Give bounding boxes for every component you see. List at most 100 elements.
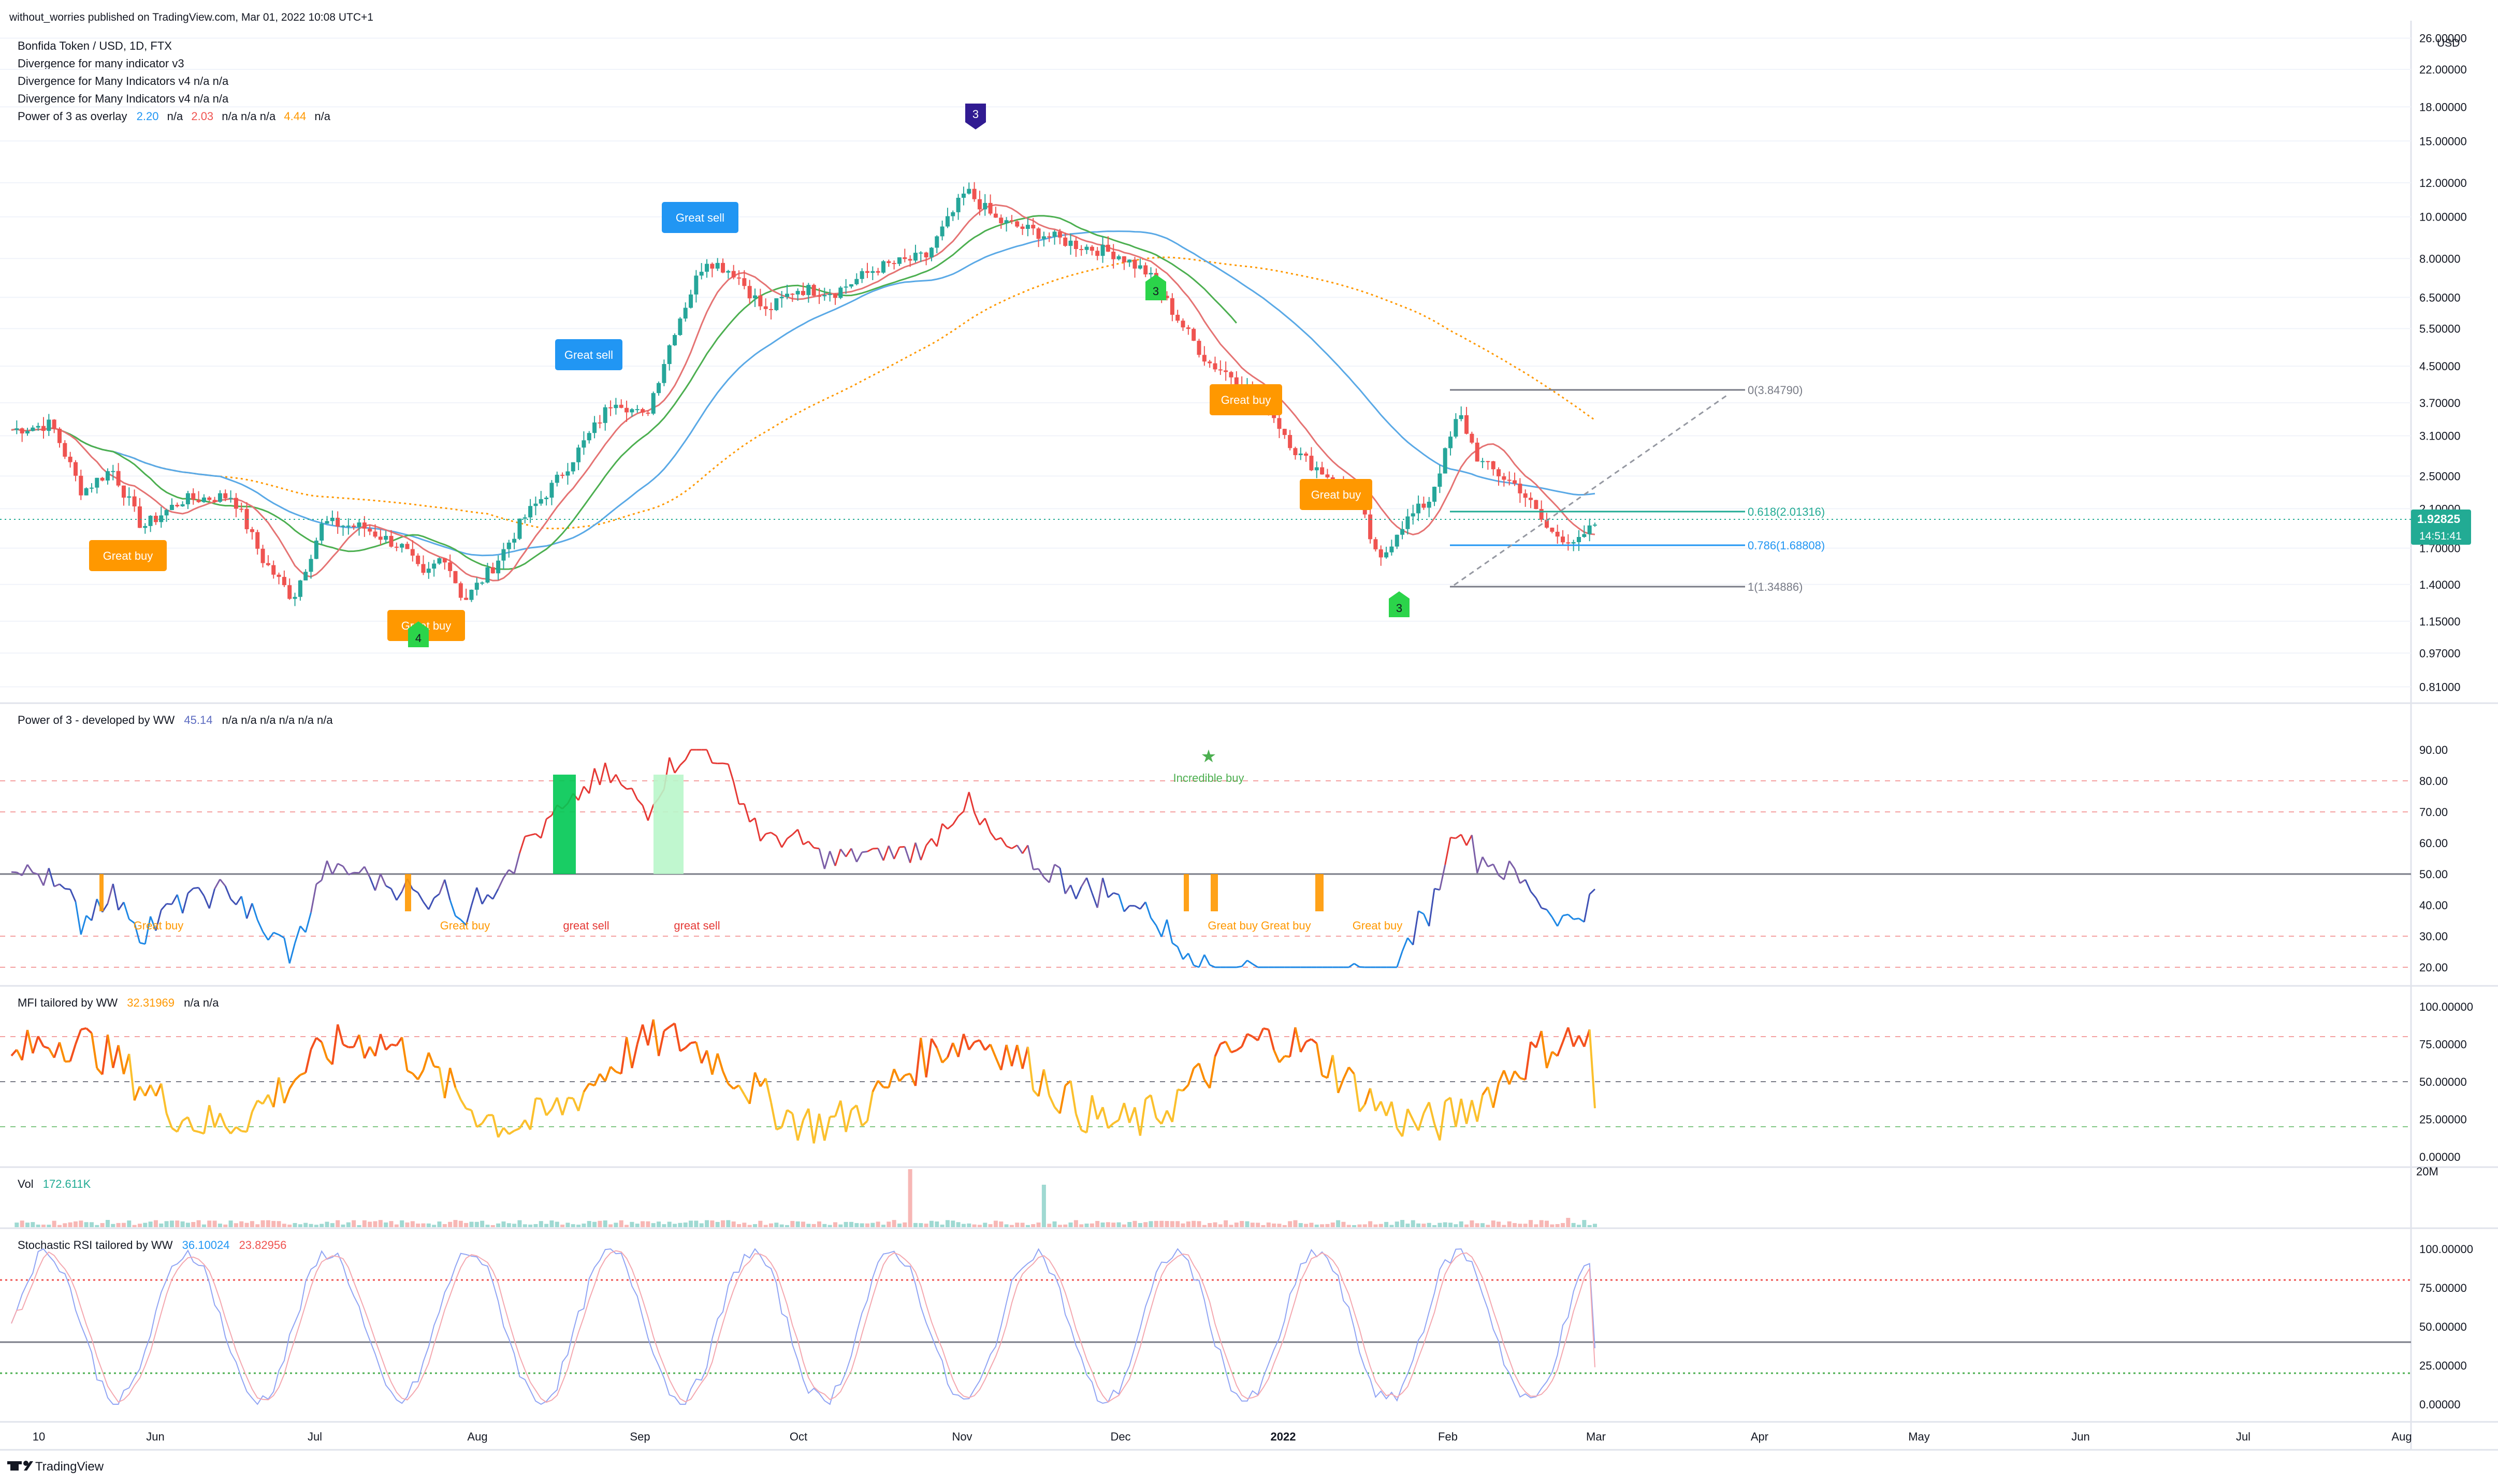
- last-price-badge[interactable]: 1.92825 14:51:41: [2411, 510, 2471, 545]
- power-line-segment: [203, 895, 210, 909]
- mfi-pane[interactable]: 100.00000 75.00000 50.00000 25.00000 0.00000: [0, 1000, 2473, 1163]
- power-of-3-pane[interactable]: 90.00 80.00 70.00 60.00 50.00 40.00 30.00 20.00…: [0, 744, 2448, 974]
- stoch-pane-legend[interactable]: Stochastic RSI tailored by WW 36.10024 2…: [18, 1239, 286, 1252]
- mfi-line-segment: [947, 1042, 954, 1058]
- mfi-line-segment: [251, 1100, 259, 1113]
- power-line-segment: [781, 838, 788, 848]
- time-axis[interactable]: 10 Jun Jul Aug Sep Oct Nov Dec 2022 Feb Mar Apr May J…: [33, 1430, 2412, 1443]
- mfi-line-segment: [1374, 1101, 1382, 1112]
- mfi-line-segment: [1406, 1108, 1414, 1121]
- mfi-line-segment: [1300, 1041, 1307, 1053]
- power-line-segment: [251, 903, 258, 921]
- volume-bar: [314, 1225, 318, 1227]
- volume-bar: [1143, 1222, 1148, 1227]
- price-axis[interactable]: 26.00000 22.00000 18.00000 15.00000 12.00000…: [2419, 32, 2467, 694]
- volume-bar: [116, 1223, 121, 1227]
- mfi-line-segment: [1535, 1030, 1543, 1048]
- candle: [1213, 363, 1217, 370]
- mfi-line-segment: [984, 1043, 992, 1051]
- indicator-power-of-3-overlay[interactable]: Power of 3 as overlay 2.20 n/a 2.03 n/a …: [18, 110, 331, 123]
- volume-bar: [833, 1222, 837, 1227]
- mfi-line-segment: [920, 1038, 927, 1078]
- candle: [239, 508, 244, 510]
- mfi-line-segment: [1193, 1063, 1200, 1069]
- volume-bar: [148, 1221, 153, 1227]
- volume-bar: [838, 1224, 843, 1227]
- power-line-segment: [840, 848, 847, 857]
- candle: [394, 546, 399, 548]
- stoch-rsi-pane[interactable]: 100.00000 75.00000 50.00000 25.00000 0.00000: [0, 1243, 2473, 1411]
- price-tick: 22.00000: [2419, 63, 2467, 76]
- mfi-line-segment: [642, 1024, 649, 1046]
- mfi-line-segment: [213, 1113, 221, 1128]
- mfi-line-segment: [1037, 1069, 1045, 1097]
- candle: [341, 526, 345, 527]
- mfi-line-segment: [1305, 1038, 1312, 1043]
- power-line-segment: [1444, 837, 1451, 865]
- candle: [763, 306, 768, 309]
- symbol-title[interactable]: Bonfida Token / USD, 1D, FTX: [18, 39, 172, 52]
- candle: [1550, 528, 1555, 532]
- power-line-segment: [1198, 954, 1206, 968]
- volume-bar: [806, 1224, 811, 1227]
- mfi-line-segment: [1455, 1098, 1462, 1127]
- tradingview-logo[interactable]: TradingView: [7, 1460, 104, 1474]
- candle: [52, 419, 56, 429]
- vol-pane-legend[interactable]: Vol 172.611K: [18, 1177, 91, 1190]
- time-tick: May: [1908, 1430, 1930, 1443]
- volume-bar: [630, 1221, 634, 1227]
- volume-bar: [1245, 1221, 1250, 1227]
- volume-bar: [1127, 1222, 1132, 1227]
- candle: [635, 409, 640, 411]
- mfi-line-segment: [69, 1043, 77, 1062]
- candle: [196, 500, 201, 502]
- power-pane-legend[interactable]: Power of 3 - developed by WW 45.14 n/a n…: [18, 714, 333, 726]
- indicator-divergence-v3[interactable]: Divergence for many indicator v3: [18, 57, 184, 70]
- mfi-line-segment: [144, 1084, 152, 1097]
- volume-bar: [1325, 1224, 1330, 1227]
- mfi-line-segment: [1048, 1095, 1056, 1108]
- power-line-segment: [449, 899, 456, 916]
- candle: [1470, 433, 1474, 443]
- volume-bar: [68, 1222, 72, 1227]
- candle: [1454, 419, 1458, 437]
- mfi-pane-legend[interactable]: MFI tailored by WW 32.31969 n/a n/a: [18, 996, 219, 1009]
- power-line-segment: [1048, 864, 1055, 883]
- candle: [1149, 273, 1153, 274]
- candle: [512, 539, 517, 543]
- power-line-segment: [1439, 864, 1446, 890]
- candle: [1025, 225, 1030, 229]
- candle: [705, 264, 709, 272]
- power-line-segment: [326, 860, 333, 875]
- power-label-great-buy-dup: Great buy Great buy: [1208, 919, 1311, 932]
- indicator-divergence-v4-b[interactable]: Divergence for Many Indicators v4 n/a n/…: [18, 92, 229, 105]
- volume-bar: [624, 1225, 629, 1227]
- volume-bar: [501, 1221, 506, 1227]
- power-line-segment: [107, 883, 114, 904]
- candle: [137, 506, 142, 528]
- candle: [1384, 552, 1389, 558]
- price-pane[interactable]: [0, 37, 2411, 688]
- volume-pane[interactable]: [14, 1169, 1597, 1227]
- candle: [1368, 514, 1373, 540]
- overlay-value-blue: 2.20: [137, 110, 159, 123]
- mfi-line-segment: [850, 1104, 858, 1111]
- power-line-segment: [267, 932, 274, 941]
- mfi-line-segment: [1257, 1028, 1265, 1041]
- power-line-segment: [150, 916, 157, 931]
- candle: [897, 257, 902, 264]
- power-line-segment: [877, 848, 884, 861]
- candle: [127, 496, 132, 498]
- price-tick: 0.97000: [2419, 647, 2461, 660]
- mfi-line-segment: [979, 1039, 986, 1051]
- fib-retracement[interactable]: 0(3.84790) 0.618(2.01316) 0.786(1.68808)…: [1450, 384, 1825, 593]
- power-line-segment: [1535, 897, 1543, 909]
- power-pane-value: 45.14: [184, 714, 212, 726]
- indicator-divergence-v4-a[interactable]: Divergence for Many Indicators v4 n/a n/…: [18, 75, 229, 88]
- power-line-segment: [787, 834, 793, 839]
- volume-bar: [1555, 1224, 1560, 1227]
- power-line-segment: [1354, 963, 1360, 968]
- mfi-line-segment: [652, 1019, 660, 1056]
- mfi-line-segment: [160, 1083, 168, 1114]
- power-line-segment: [540, 819, 547, 838]
